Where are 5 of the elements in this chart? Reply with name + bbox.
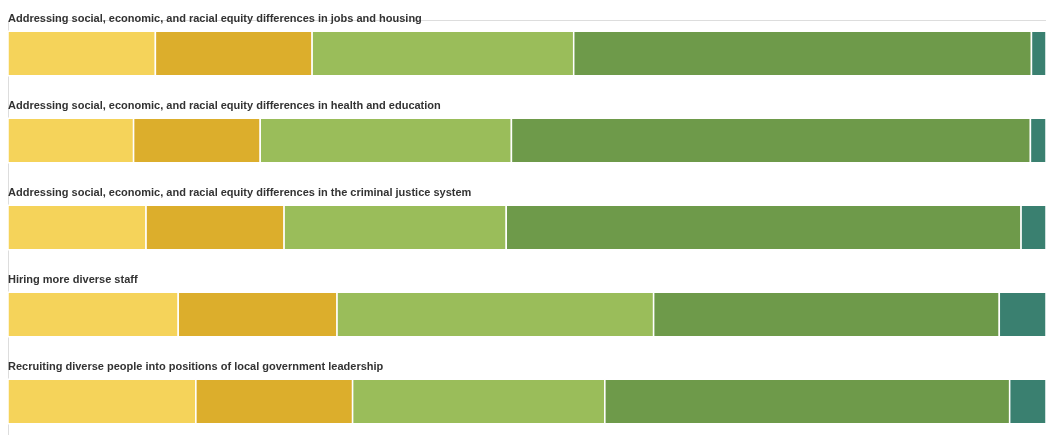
y-tick-label: Recruiting diverse people into positions of local government leadership	[8, 360, 384, 373]
y-tick-label: Addressing social, economic, and racial equity differences in jobs and housing	[8, 12, 422, 25]
y-tick-label: Hiring more diverse staff	[8, 273, 138, 286]
y-tick-label: Addressing social, economic, and racial equity differences in health and education	[8, 99, 442, 112]
y-tick-label: Addressing social, economic, and racial equity differences in the criminal justice system	[8, 186, 472, 199]
